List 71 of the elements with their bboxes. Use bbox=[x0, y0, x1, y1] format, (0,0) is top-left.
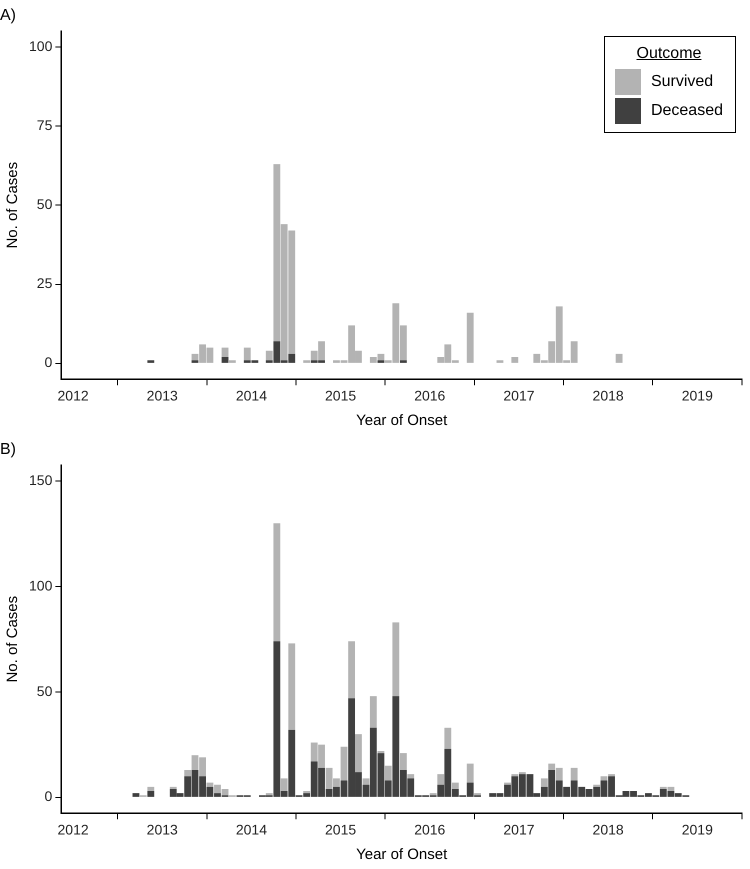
x-tick-label: 2012 bbox=[58, 387, 89, 404]
bar bbox=[400, 753, 407, 770]
x-axis-title: Year of Onset bbox=[356, 846, 448, 864]
legend-label: Deceased bbox=[650, 102, 723, 120]
bar bbox=[496, 360, 504, 363]
bar bbox=[616, 354, 623, 363]
bar bbox=[452, 782, 459, 789]
x-tick-label: 2012 bbox=[58, 821, 89, 838]
bar bbox=[266, 350, 273, 360]
bar bbox=[303, 360, 310, 363]
bar bbox=[362, 778, 370, 785]
x-tick-label: 2019 bbox=[682, 821, 714, 838]
x-tick-label: 2016 bbox=[414, 821, 446, 838]
bar bbox=[392, 622, 400, 696]
bar bbox=[348, 641, 356, 698]
x-tick-label: 2015 bbox=[325, 387, 356, 404]
bar bbox=[600, 776, 608, 781]
x-tick-label: 2013 bbox=[146, 821, 178, 838]
bar bbox=[377, 750, 384, 754]
y-tick-label: 75 bbox=[36, 116, 53, 133]
bar bbox=[511, 357, 518, 363]
y-tick-label: 50 bbox=[36, 682, 53, 699]
y-tick-label: 100 bbox=[29, 577, 53, 594]
bar bbox=[288, 643, 296, 730]
y-tick-label: 100 bbox=[29, 38, 53, 54]
bar bbox=[222, 348, 228, 358]
bar bbox=[466, 764, 474, 783]
x-tick-label: 2019 bbox=[682, 387, 714, 404]
bar bbox=[273, 523, 280, 642]
y-axis-title: No. of Cases bbox=[4, 162, 22, 249]
y-tick-label: 150 bbox=[29, 472, 53, 488]
x-tick-label: 2017 bbox=[503, 387, 535, 404]
bar bbox=[540, 778, 548, 787]
bar bbox=[132, 793, 140, 797]
x-tick-label: 2014 bbox=[236, 387, 268, 404]
bar bbox=[377, 360, 384, 363]
x-tick-label: 2014 bbox=[236, 821, 268, 838]
y-tick-label: 0 bbox=[44, 788, 53, 804]
legend-label: Survived bbox=[650, 73, 714, 91]
bar bbox=[400, 360, 407, 363]
bar bbox=[147, 360, 154, 363]
chart-title: B) bbox=[0, 441, 16, 458]
bar bbox=[444, 728, 452, 749]
bar bbox=[228, 360, 236, 363]
y-tick-label: 50 bbox=[36, 196, 53, 212]
bar bbox=[192, 360, 198, 363]
bar bbox=[244, 348, 251, 360]
x-tick-label: 2017 bbox=[503, 821, 535, 838]
x-tick-label: 2016 bbox=[414, 387, 446, 404]
bar bbox=[355, 734, 362, 772]
y-tick-label: 0 bbox=[44, 354, 53, 370]
bar bbox=[370, 696, 377, 728]
bar bbox=[147, 791, 154, 797]
bar bbox=[384, 766, 392, 781]
x-tick-label: 2015 bbox=[325, 821, 356, 838]
bar bbox=[147, 786, 154, 792]
x-tick-label: 2018 bbox=[592, 387, 624, 404]
y-tick-label: 25 bbox=[36, 275, 53, 292]
bar bbox=[222, 357, 228, 363]
bar bbox=[466, 312, 474, 363]
y-axis-title: No. of Cases bbox=[4, 596, 22, 683]
bar bbox=[437, 774, 444, 785]
x-tick-label: 2018 bbox=[592, 821, 624, 838]
bar bbox=[570, 768, 578, 781]
bar bbox=[184, 770, 192, 776]
x-axis-title: Year of Onset bbox=[356, 412, 448, 430]
bar bbox=[280, 778, 288, 792]
bar bbox=[407, 774, 414, 778]
legend-title: Outcome bbox=[636, 45, 702, 63]
x-tick-label: 2013 bbox=[146, 387, 178, 404]
chart-title: A) bbox=[0, 7, 16, 24]
